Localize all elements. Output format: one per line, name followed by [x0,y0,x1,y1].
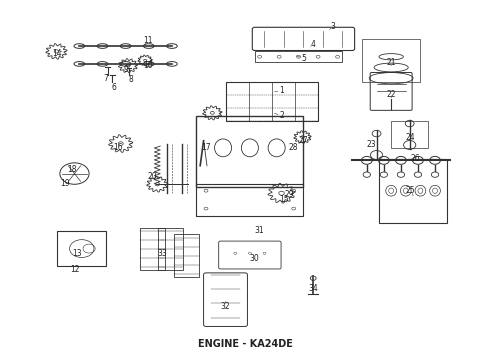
Text: 30: 30 [250,254,260,263]
Text: 2: 2 [279,111,284,120]
Bar [158,228,183,270]
Text: ENGINE - KA24DE: ENGINE - KA24DE [197,339,293,349]
Text: 4: 4 [311,40,316,49]
Text: 19: 19 [60,179,70,188]
Text: 11: 11 [143,36,152,45]
Bar [196,116,303,187]
Text: 8: 8 [128,76,133,85]
Text: 33: 33 [157,249,167,258]
Bar [255,51,343,62]
Text: 10: 10 [143,61,152,70]
Text: 18: 18 [67,165,77,174]
Text: 13: 13 [72,249,82,258]
Bar [174,234,199,277]
Text: 32: 32 [220,302,230,311]
Text: 23: 23 [367,140,376,149]
Bar [362,39,420,82]
Text: 1: 1 [279,86,284,95]
Text: 34: 34 [308,284,318,293]
Text: 6: 6 [111,83,116,92]
Text: 20: 20 [147,172,157,181]
Text: 16: 16 [114,143,123,152]
Text: 22: 22 [387,90,396,99]
Text: 15: 15 [279,195,289,204]
Bar [391,121,428,148]
Text: 25: 25 [406,186,416,195]
Bar [225,82,318,121]
Text: 28: 28 [289,143,298,152]
Bar [140,228,165,270]
Text: 27: 27 [298,136,308,145]
Text: 12: 12 [70,265,79,274]
Text: 3: 3 [330,22,335,31]
Text: 31: 31 [255,225,265,234]
Bar [379,158,447,223]
Text: 21: 21 [387,58,396,67]
Text: 5: 5 [301,54,306,63]
Bar [196,184,303,216]
Text: 29: 29 [284,190,294,199]
Text: 24: 24 [406,132,416,141]
Text: 14: 14 [52,49,62,58]
Text: 7: 7 [104,74,109,83]
Text: 17: 17 [201,143,211,152]
Bar [57,231,106,266]
Text: 26: 26 [411,154,420,163]
Text: 9: 9 [123,65,128,74]
